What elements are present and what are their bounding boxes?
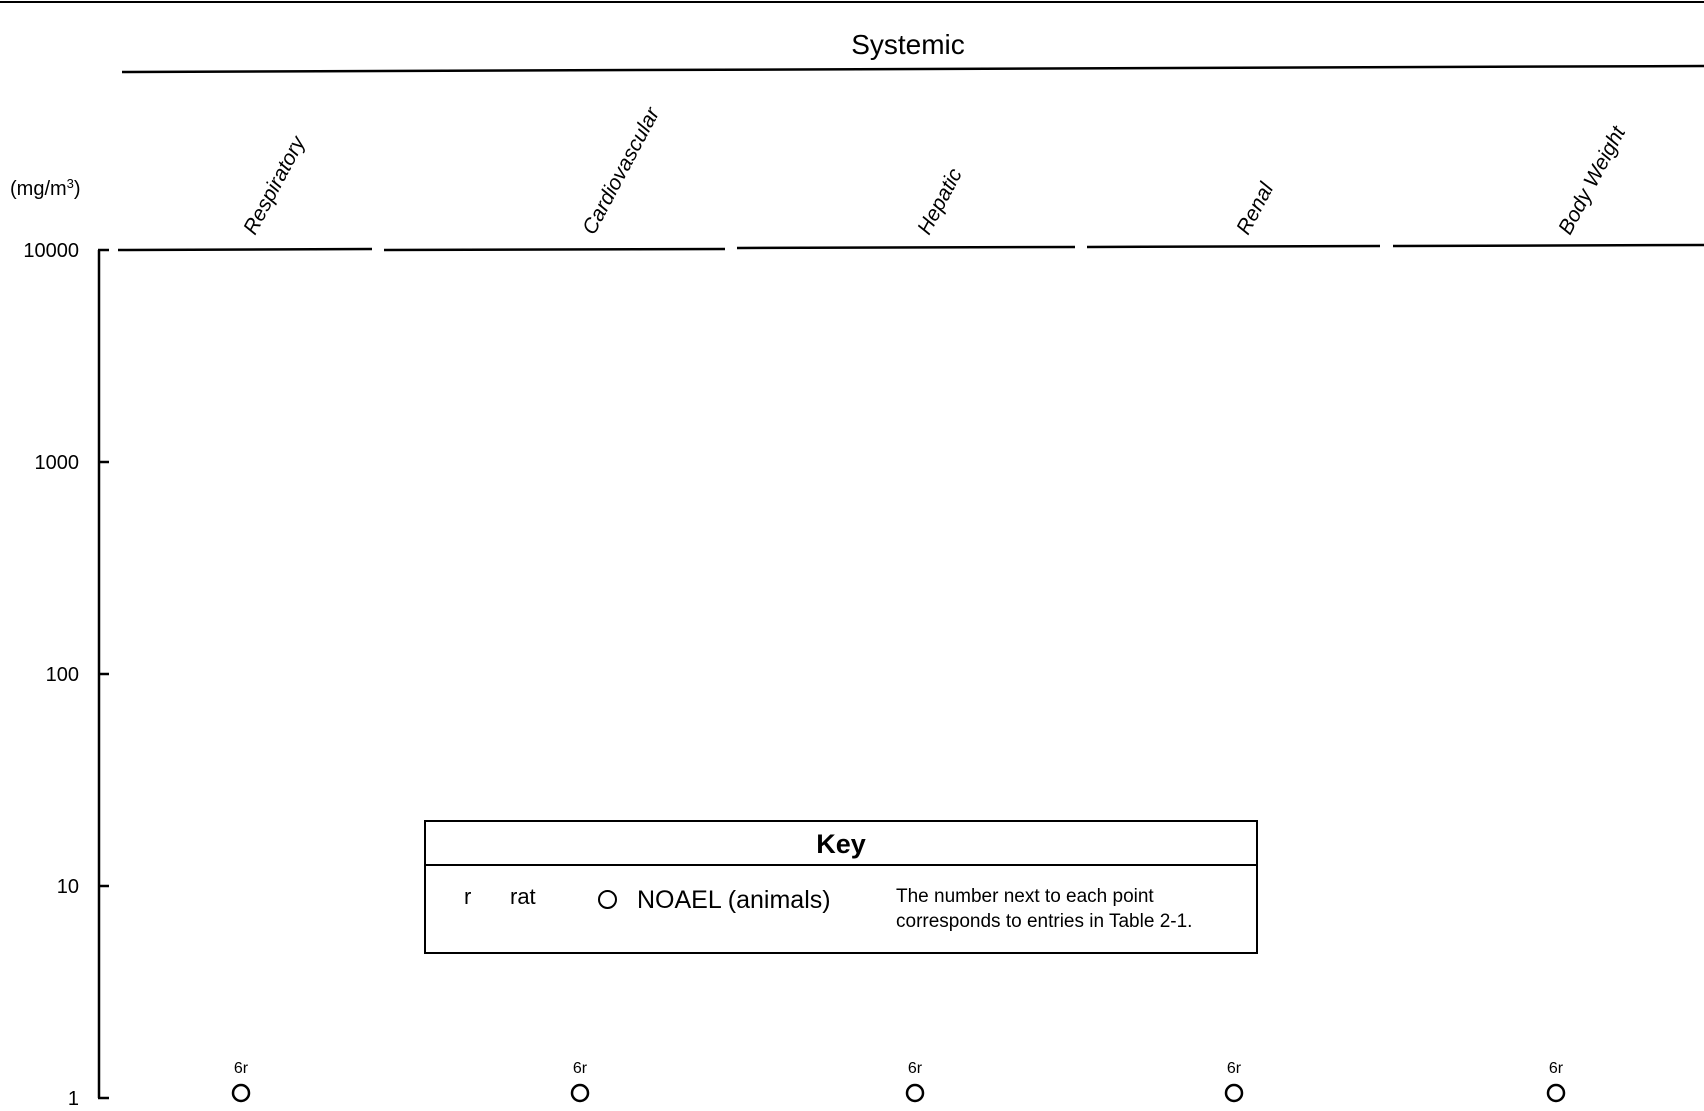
noael-point bbox=[905, 1083, 925, 1103]
y-tick-label: 100 bbox=[46, 664, 79, 686]
y-tick-label: 10 bbox=[57, 876, 79, 898]
category-label: Body Weight bbox=[1554, 122, 1631, 239]
y-tick-label: 10000 bbox=[23, 240, 79, 262]
point-label: 6r bbox=[234, 1060, 249, 1077]
point-label: 6r bbox=[573, 1060, 588, 1077]
key-species-name: rat bbox=[510, 884, 536, 909]
category-header-line bbox=[1392, 243, 1704, 248]
open-circle-icon bbox=[598, 890, 617, 909]
point-label: 6r bbox=[1549, 1060, 1564, 1077]
noael-point bbox=[570, 1083, 590, 1103]
key-marker-label: NOAEL (animals) bbox=[637, 886, 831, 914]
category-header-line bbox=[383, 247, 726, 252]
noael-point bbox=[1546, 1083, 1566, 1103]
noael-point bbox=[231, 1083, 251, 1103]
category-label: Renal bbox=[1232, 178, 1279, 238]
point-label: 6r bbox=[1227, 1060, 1242, 1077]
key-species-abbr: r bbox=[464, 884, 472, 909]
data-points: 6r 6r 6r 6r 6r bbox=[231, 1060, 1566, 1103]
category-label: Cardiovascular bbox=[578, 103, 665, 238]
y-axis: 10000 1000 100 10 1 bbox=[23, 240, 109, 1110]
key-note: The number next to each point correspond… bbox=[896, 886, 1193, 932]
point-label: 6r bbox=[908, 1060, 923, 1077]
y-tick-label: 1000 bbox=[35, 452, 80, 474]
key-title: Key bbox=[426, 822, 1256, 866]
category-headers: Respiratory Cardiovascular Hepatic Renal Bod… bbox=[117, 103, 1704, 252]
category-label: Respiratory bbox=[239, 131, 310, 238]
chart-title: Systemic bbox=[851, 29, 965, 60]
y-axis-unit-label: (mg/m3) bbox=[10, 176, 81, 201]
category-header-line bbox=[1086, 244, 1381, 249]
noael-point bbox=[1224, 1083, 1244, 1103]
key-row: r rat NOAEL (animals) The number next to… bbox=[426, 866, 1256, 952]
category-label: Hepatic bbox=[913, 164, 967, 238]
key-legend: Key r rat NOAEL (animals) The number nex… bbox=[424, 820, 1258, 954]
category-header-line bbox=[117, 247, 373, 252]
y-tick-label: 1 bbox=[68, 1088, 79, 1110]
title-underline bbox=[121, 64, 1704, 74]
category-header-line bbox=[736, 245, 1076, 250]
